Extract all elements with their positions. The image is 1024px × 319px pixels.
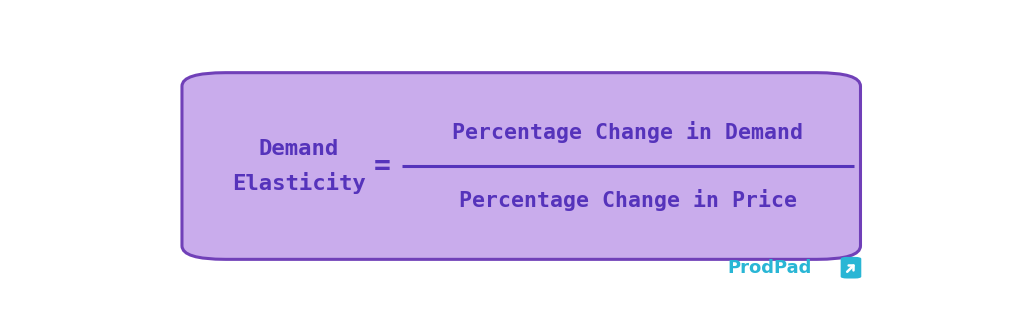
Text: Percentage Change in Price: Percentage Change in Price	[459, 189, 797, 211]
Text: Elasticity: Elasticity	[231, 172, 366, 194]
Text: ProdPad: ProdPad	[728, 259, 812, 277]
FancyBboxPatch shape	[841, 257, 861, 278]
Text: =: =	[374, 152, 390, 180]
Text: Demand: Demand	[258, 139, 339, 159]
Text: Percentage Change in Demand: Percentage Change in Demand	[453, 121, 804, 143]
FancyBboxPatch shape	[182, 73, 860, 259]
